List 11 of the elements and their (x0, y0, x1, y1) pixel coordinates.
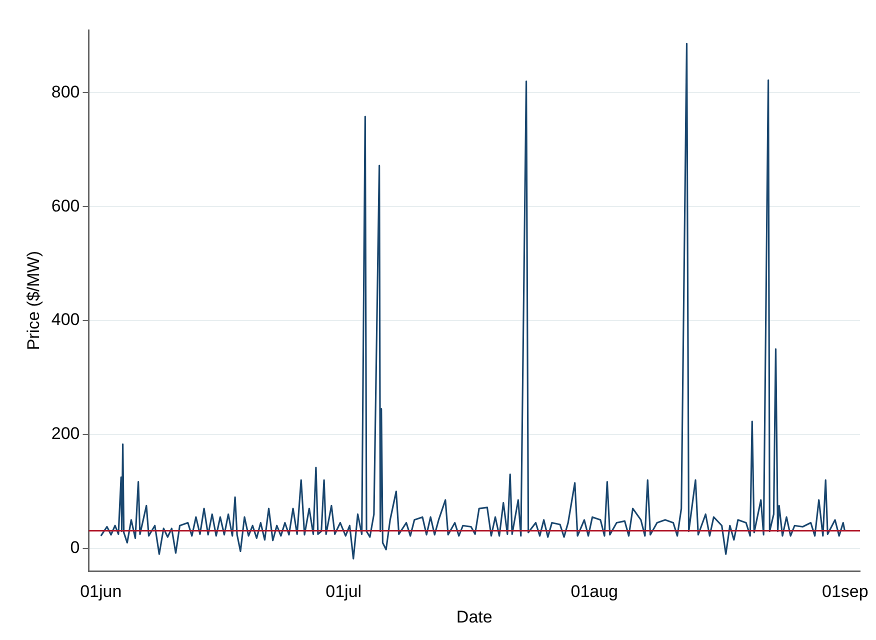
y-tick-label: 400 (51, 310, 80, 330)
x-tick-label: 01aug (570, 582, 618, 602)
y-tick-label: 800 (51, 82, 80, 102)
x-tick-label: 01sep (822, 582, 868, 602)
y-axis-title: Price ($/MW) (24, 251, 43, 350)
y-tick-label: 200 (51, 424, 80, 444)
x-axis-title: Date (456, 607, 492, 626)
x-tick-label: 01jun (80, 582, 122, 602)
y-tick-label: 600 (51, 196, 80, 216)
x-tick-label: 01jul (326, 582, 362, 602)
y-tick-label: 0 (70, 538, 80, 558)
